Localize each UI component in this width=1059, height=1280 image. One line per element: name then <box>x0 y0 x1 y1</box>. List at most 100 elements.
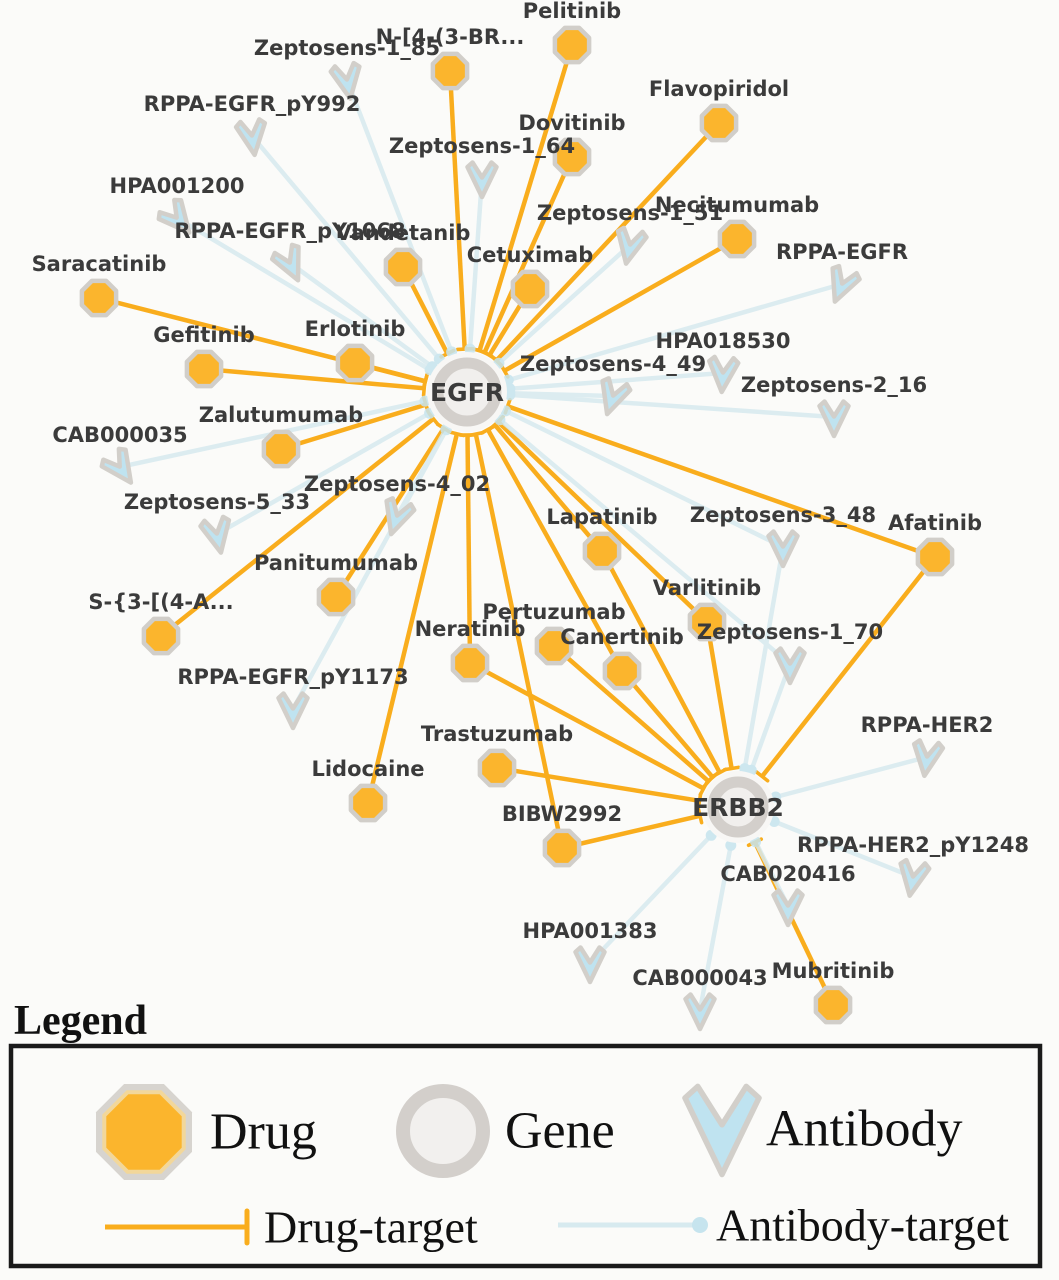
antibody-icon-cab020416 <box>771 888 805 928</box>
antibody-icon-cab000043 <box>683 992 717 1032</box>
antibody-label-zeptosens-3-48: Zeptosens-3_48 <box>690 503 876 527</box>
antibody-label-hpa001200: HPA001200 <box>110 174 245 198</box>
antibody-nodes <box>99 60 946 1032</box>
drug-label-gefitinib: Gefitinib <box>153 323 254 347</box>
antibody-target-edges <box>119 79 928 1011</box>
antibody-icon-rppa-egfr-py1068 <box>269 242 301 283</box>
drug-label-flavopiridol: Flavopiridol <box>649 77 789 101</box>
antibody-label-cab000043: CAB000043 <box>632 966 767 990</box>
antibody-label-rppa-her2-py1248: RPPA-HER2_pY1248 <box>797 833 1029 857</box>
drug-target-edge-bibw2992-egfr <box>467 430 565 849</box>
drug-label-panitumumab: Panitumumab <box>254 551 418 575</box>
drug-target-edge-lapatinib-egfr <box>487 418 604 553</box>
drug-icon-trastuzumab <box>477 748 517 788</box>
antibody-label-zeptosens-1-70: Zeptosens-1_70 <box>697 620 883 644</box>
drug-label-canertinib: Canertinib <box>560 625 684 649</box>
antibody-label-zeptosens-4-02: Zeptosens-4_02 <box>304 472 490 496</box>
antibody-icon-zeptosens-1-64 <box>465 160 499 200</box>
drug-target-edge-canertinib-egfr <box>479 424 624 673</box>
antibody-label-cab020416: CAB020416 <box>720 862 855 886</box>
drug-nodes <box>79 25 955 1025</box>
drug-target-edge-varlitinib-egfr <box>491 414 709 624</box>
antibody-target-edge-rppa-egfr-py1068-egfr <box>288 261 438 373</box>
drug-target-edge-bibw2992-erbb2 <box>561 807 704 851</box>
drug-label-afatinib: Afatinib <box>888 511 982 535</box>
drug-label-lapatinib: Lapatinib <box>546 505 657 529</box>
antibody-target-edge-zeptosens-1-51-egfr <box>493 243 632 369</box>
antibody-target-edge-hpa001383-erbb2 <box>588 829 717 965</box>
drug-label-pelitinib: Pelitinib <box>523 0 621 23</box>
drug-target-edge-afatinib-egfr <box>503 397 936 560</box>
gene-ring-erbb2 <box>707 776 769 838</box>
legend-box <box>8 1043 1043 1269</box>
drug-icon-cetuximab <box>510 269 550 309</box>
legend-drug-target-label: Drug-target <box>264 1202 478 1253</box>
drug-target-edge-necitumumab-egfr <box>499 237 739 379</box>
legend: Legend Drug Gene Antibody Drug-target Antibod… <box>8 998 1043 1269</box>
drug-target-edge-canertinib-erbb2 <box>620 669 720 784</box>
drug-target-edge-afatinib-erbb2 <box>754 555 937 783</box>
gene-label-egfr: EGFR <box>430 378 504 407</box>
legend-gene-icon <box>396 1084 490 1178</box>
drug-label-n-4-3-br: N-[4-(3-BR... <box>376 25 525 49</box>
legend-title: Legend <box>14 998 147 1044</box>
antibody-icon-zeptosens-1-51 <box>615 225 649 266</box>
drug-label-erlotinib: Erlotinib <box>305 317 406 341</box>
drug-label-necitumumab: Necitumumab <box>655 193 819 217</box>
antibody-label-zeptosens-5-33: Zeptosens-5_33 <box>124 490 310 514</box>
gene-node-egfr: EGFR <box>427 352 507 432</box>
antibody-target-edge-zeptosens-5-33-egfr <box>215 407 436 536</box>
gene-nodes: EGFR ERBB2 <box>427 352 784 843</box>
drug-label-saracatinib: Saracatinib <box>32 252 167 276</box>
drug-icon-mubritinib <box>813 985 853 1025</box>
legend-drug-label: Drug <box>210 1104 317 1161</box>
antibody-target-edge-rppa-egfr-egfr <box>502 281 843 386</box>
drug-label-mubritinib: Mubritinib <box>772 959 895 983</box>
drug-target-edge-pelitinib-egfr <box>470 44 575 355</box>
antibody-icon-hpa001200 <box>156 197 192 235</box>
drug-icon-varlitinib <box>687 602 727 642</box>
antibody-target-edge-zeptosens-2-16-egfr <box>504 389 835 420</box>
drug-icon-afatinib <box>915 537 955 577</box>
drug-label-trastuzumab: Trastuzumab <box>421 722 573 746</box>
antibody-target-edge-rppa-egfr-py1173-egfr <box>291 424 452 711</box>
drug-label-zalutumumab: Zalutumumab <box>199 403 363 427</box>
antibody-icon-zeptosens-2-16 <box>817 399 851 439</box>
drug-label-cetuximab: Cetuximab <box>467 243 593 267</box>
antibody-icon-rppa-her2 <box>911 738 946 779</box>
drug-icon-erlotinib <box>335 343 375 383</box>
legend-drug-icon <box>102 1090 186 1174</box>
antibody-label-rppa-egfr-py1068: RPPA-EGFR_pY1068 <box>174 219 405 243</box>
antibody-icon-cab000035 <box>99 446 134 485</box>
antibody-label-zeptosens-1-51: Zeptosens-1_51 <box>537 201 723 225</box>
antibody-icon-zeptosens-1-70 <box>773 646 807 686</box>
antibody-icon-zeptosens-4-49 <box>600 376 633 417</box>
drug-icon-canertinib <box>602 651 642 691</box>
antibody-icon-hpa001383 <box>573 945 607 985</box>
drug-icon-lidocaine <box>348 783 388 823</box>
antibody-label-zeptosens-1-85: Zeptosens-1_85 <box>254 36 440 60</box>
legend-antibody-target-label: Antibody-target <box>716 1200 1009 1251</box>
drug-target-edge-gefitinib-egfr <box>203 366 427 398</box>
drug-icon-vandetanib <box>383 247 423 287</box>
antibody-icon-rppa-her2-py1248 <box>898 857 932 898</box>
gene-node-erbb2: ERBB2 <box>692 771 784 843</box>
drug-icon-bibw2992 <box>542 828 582 868</box>
drug-icon-dovitinib <box>552 137 592 177</box>
antibody-target-edge-zeptosens-1-64-egfr <box>464 177 485 355</box>
drug-icon-necitumumab <box>717 219 757 259</box>
antibody-label-zeptosens-2-16: Zeptosens-2_16 <box>741 373 927 397</box>
drug-target-edge-neratinib-egfr <box>458 433 477 664</box>
antibody-target-edge-cab000043-erbb2 <box>697 839 737 1011</box>
antibody-icon-rppa-egfr <box>830 263 862 304</box>
drug-label-s-3-4-a: S-{3-[(4-A... <box>88 590 233 614</box>
drug-target-edge-trastuzumab-erbb2 <box>496 765 703 810</box>
drug-label-bibw2992: BIBW2992 <box>502 802 622 826</box>
drug-target-edge-lidocaine-egfr <box>365 430 466 804</box>
antibody-target-edge-rppa-her2-erbb2 <box>770 754 928 803</box>
drug-target-edge-n-4-3-br-egfr <box>447 70 474 352</box>
antibody-label-rppa-her2: RPPA-HER2 <box>861 713 994 737</box>
